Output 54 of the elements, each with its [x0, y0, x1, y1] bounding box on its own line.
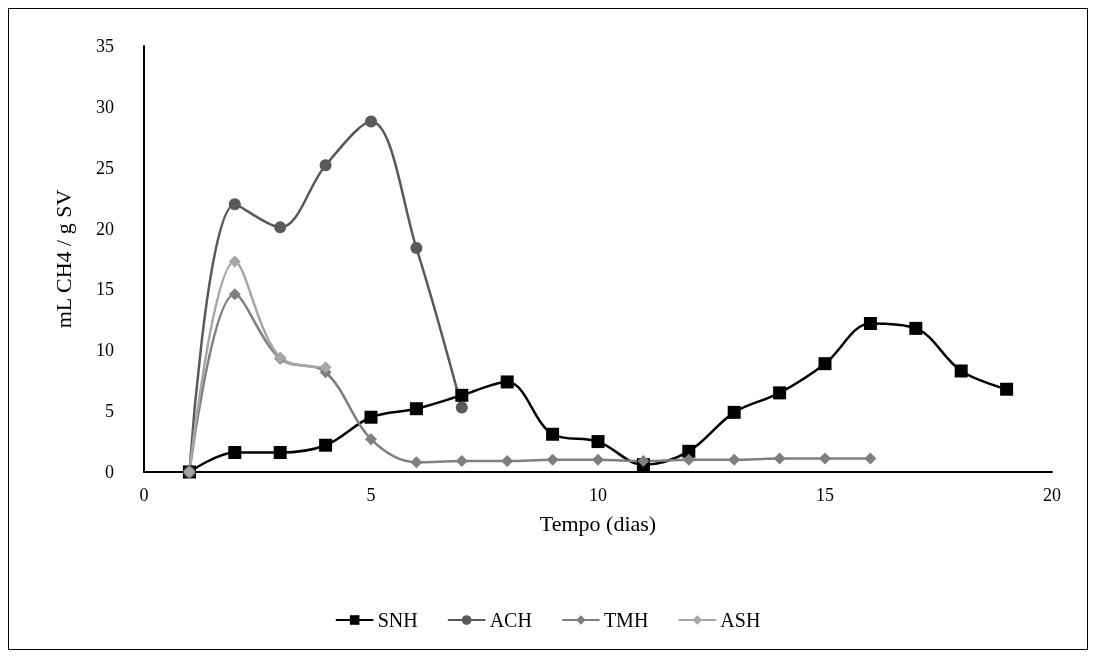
y-axis-title: mL CH4 / g SV — [50, 189, 76, 329]
point — [319, 159, 332, 172]
point — [682, 444, 696, 458]
point — [592, 453, 604, 466]
point — [273, 446, 287, 460]
point — [773, 386, 787, 400]
y-tick-label: 5 — [105, 401, 114, 422]
point — [1000, 382, 1014, 396]
y-tick-label: 20 — [96, 218, 114, 239]
point — [410, 242, 423, 255]
point — [863, 317, 877, 331]
x-tick-label: 5 — [366, 485, 376, 505]
point — [410, 456, 423, 469]
point — [500, 375, 514, 389]
point — [819, 452, 831, 465]
point — [319, 438, 333, 452]
point — [864, 452, 877, 465]
point — [637, 455, 650, 468]
point — [682, 453, 695, 466]
point — [728, 453, 741, 466]
y-tick-label: 10 — [96, 340, 114, 361]
point — [228, 255, 241, 268]
y-tick-label: 15 — [96, 279, 114, 300]
point — [455, 388, 469, 402]
x-tick-label: 20 — [1043, 485, 1061, 505]
x-tick-label: 15 — [816, 485, 834, 505]
x-tick-label: 0 — [139, 485, 149, 505]
x-axis-title: Tempo (dias) — [539, 510, 657, 536]
y-tick-label: 35 — [96, 36, 114, 56]
y-tick-label: 25 — [96, 157, 114, 178]
legend-label: TMH — [603, 609, 649, 631]
point — [365, 433, 377, 446]
legend-label: ACH — [489, 609, 532, 631]
point — [228, 288, 241, 301]
point — [455, 401, 468, 414]
point — [228, 446, 242, 460]
y-tick-label: 30 — [96, 96, 114, 117]
point — [365, 115, 377, 128]
point — [954, 364, 968, 378]
point — [274, 221, 287, 234]
legend-label: SNH — [377, 609, 418, 631]
point — [546, 453, 559, 466]
point — [727, 405, 741, 419]
point — [909, 321, 923, 335]
point — [773, 452, 786, 465]
point — [818, 357, 832, 371]
point — [409, 402, 423, 416]
y-tick-label: 0 — [105, 462, 114, 482]
point — [228, 198, 241, 211]
legend-label: ASH — [720, 609, 761, 631]
point — [591, 435, 605, 449]
point — [364, 410, 378, 424]
point — [546, 427, 560, 441]
x-tick-label: 10 — [589, 485, 607, 505]
